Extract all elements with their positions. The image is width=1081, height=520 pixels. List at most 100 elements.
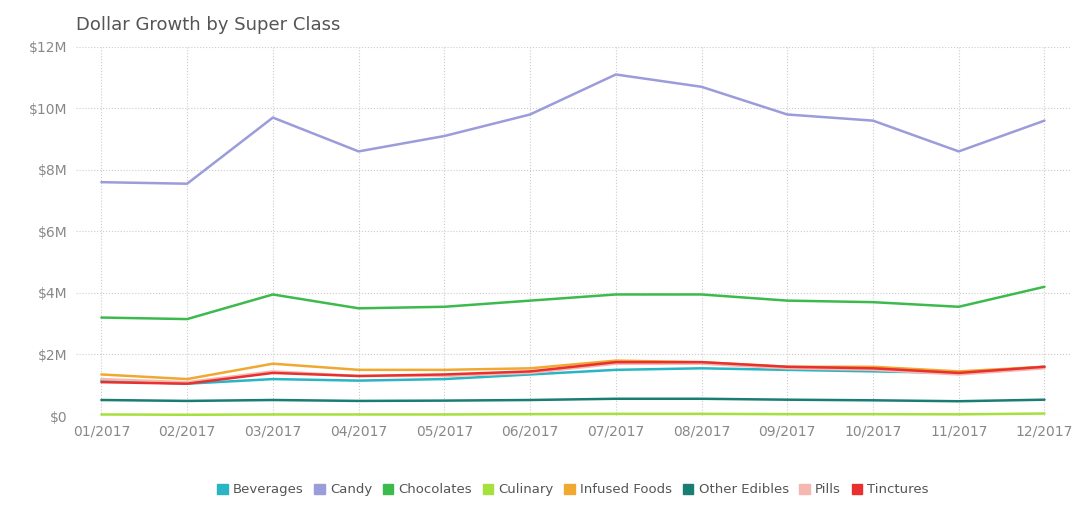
Culinary <box>95 411 108 418</box>
Chocolates <box>1038 283 1051 290</box>
Infused Foods <box>952 368 965 374</box>
Tinctures <box>438 371 451 378</box>
Line: Infused Foods: Infused Foods <box>102 361 1044 379</box>
Tinctures <box>695 359 708 365</box>
Line: Other Edibles: Other Edibles <box>102 399 1044 401</box>
Pills <box>610 360 623 367</box>
Infused Foods <box>352 367 365 373</box>
Infused Foods <box>438 367 451 373</box>
Candy <box>181 180 193 187</box>
Other Edibles <box>610 396 623 402</box>
Tinctures <box>523 368 536 374</box>
Other Edibles <box>266 397 279 403</box>
Culinary <box>695 411 708 417</box>
Culinary <box>867 411 880 417</box>
Tinctures <box>181 381 193 387</box>
Pills <box>695 360 708 367</box>
Pills <box>95 376 108 382</box>
Infused Foods <box>523 365 536 371</box>
Pills <box>438 373 451 379</box>
Other Edibles <box>952 398 965 405</box>
Beverages <box>952 370 965 376</box>
Culinary <box>1038 410 1051 417</box>
Chocolates <box>610 291 623 297</box>
Candy <box>1038 118 1051 124</box>
Culinary <box>352 411 365 418</box>
Chocolates <box>523 297 536 304</box>
Candy <box>523 111 536 118</box>
Pills <box>952 371 965 378</box>
Chocolates <box>438 304 451 310</box>
Candy <box>95 179 108 185</box>
Tinctures <box>352 373 365 379</box>
Beverages <box>266 376 279 382</box>
Chocolates <box>695 291 708 297</box>
Infused Foods <box>695 359 708 365</box>
Culinary <box>438 411 451 418</box>
Tinctures <box>610 359 623 365</box>
Candy <box>266 114 279 121</box>
Chocolates <box>352 305 365 311</box>
Line: Candy: Candy <box>102 74 1044 184</box>
Other Edibles <box>867 397 880 404</box>
Pills <box>181 379 193 385</box>
Chocolates <box>867 299 880 305</box>
Tinctures <box>780 363 793 370</box>
Tinctures <box>952 370 965 376</box>
Chocolates <box>952 304 965 310</box>
Line: Chocolates: Chocolates <box>102 287 1044 319</box>
Other Edibles <box>523 397 536 403</box>
Candy <box>780 111 793 118</box>
Beverages <box>695 365 708 371</box>
Pills <box>780 365 793 371</box>
Pills <box>352 373 365 379</box>
Line: Pills: Pills <box>102 363 1044 382</box>
Candy <box>952 148 965 154</box>
Infused Foods <box>610 358 623 364</box>
Beverages <box>95 378 108 384</box>
Beverages <box>438 376 451 382</box>
Tinctures <box>867 365 880 371</box>
Line: Tinctures: Tinctures <box>102 362 1044 384</box>
Other Edibles <box>1038 397 1051 403</box>
Chocolates <box>780 297 793 304</box>
Culinary <box>181 412 193 418</box>
Other Edibles <box>695 396 708 402</box>
Tinctures <box>95 379 108 385</box>
Beverages <box>523 371 536 378</box>
Tinctures <box>266 370 279 376</box>
Other Edibles <box>95 397 108 403</box>
Pills <box>1038 365 1051 371</box>
Legend: Beverages, Candy, Chocolates, Culinary, Infused Foods, Other Edibles, Pills, Tin: Beverages, Candy, Chocolates, Culinary, … <box>212 478 934 501</box>
Line: Culinary: Culinary <box>102 413 1044 415</box>
Culinary <box>610 411 623 417</box>
Line: Beverages: Beverages <box>102 367 1044 384</box>
Infused Foods <box>181 376 193 382</box>
Culinary <box>780 411 793 417</box>
Culinary <box>266 411 279 418</box>
Pills <box>266 368 279 374</box>
Candy <box>438 133 451 139</box>
Infused Foods <box>867 363 880 370</box>
Pills <box>523 370 536 376</box>
Other Edibles <box>438 397 451 404</box>
Infused Foods <box>95 371 108 378</box>
Culinary <box>523 411 536 417</box>
Infused Foods <box>266 360 279 367</box>
Candy <box>352 148 365 154</box>
Other Edibles <box>780 397 793 403</box>
Chocolates <box>181 316 193 322</box>
Beverages <box>867 368 880 374</box>
Chocolates <box>95 315 108 321</box>
Pills <box>867 367 880 373</box>
Beverages <box>352 378 365 384</box>
Candy <box>610 71 623 77</box>
Chocolates <box>266 291 279 297</box>
Beverages <box>610 367 623 373</box>
Infused Foods <box>780 363 793 370</box>
Culinary <box>952 411 965 418</box>
Beverages <box>780 367 793 373</box>
Candy <box>867 118 880 124</box>
Beverages <box>1038 363 1051 370</box>
Other Edibles <box>352 398 365 404</box>
